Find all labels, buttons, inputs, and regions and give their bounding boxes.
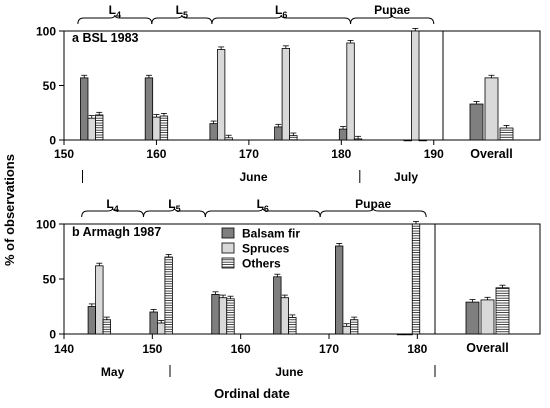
panel-a-overall-label: Overall: [470, 147, 512, 161]
panel-b-bar-others: [350, 319, 359, 335]
panel-a-month-label: July: [394, 170, 418, 184]
panel-a-x-tick-label: 160: [146, 147, 166, 161]
panel-a-stage-label: Pupae: [374, 3, 410, 17]
panel-b-month-label: May: [101, 365, 125, 379]
panel-a-bar-balsam-fir: [403, 139, 412, 142]
panel-a-stage-label: L4: [109, 3, 121, 20]
panel-b-x-tick-label: 170: [319, 342, 339, 356]
panel-b-stage-label: L5: [168, 197, 180, 214]
panel-b-bar-spruces: [95, 265, 104, 335]
panel-a-x-tick-label: 190: [424, 147, 444, 161]
panel-a-bar-spruces: [411, 30, 420, 141]
panel-b-bar-spruces: [218, 297, 228, 335]
panel-b-x-tick-label: 180: [407, 342, 427, 356]
panel-b-bar-others: [288, 317, 297, 335]
panel-b-bar-balsam-fir: [273, 276, 282, 335]
panel-b-stage-brace: [319, 207, 427, 218]
panel-b-stage-label: L6: [257, 197, 269, 214]
panel-a-overall-bar-balsam-fir: [469, 103, 484, 141]
panel-a-x-tick-label: 170: [239, 147, 259, 161]
panel-b-bar-others: [164, 256, 173, 335]
legend-label: Spruces: [242, 242, 290, 256]
panel-a-bar-spruces: [281, 48, 291, 141]
panel-a-stage-label: L6: [275, 3, 287, 20]
panel-b-bar-spruces: [342, 325, 351, 335]
panel-b-bar-balsam-fir: [335, 245, 344, 335]
panel-b-bar-balsam-fir: [396, 333, 406, 336]
panel-b-overall-bar-spruces: [480, 299, 495, 335]
panel-b-bar-spruces: [404, 333, 413, 336]
panel-a-title: a BSL 1983: [72, 31, 139, 45]
panel-a-month-label: June: [239, 170, 267, 184]
panel-b-y-tick-label: 0: [49, 328, 56, 342]
panel-b-stage-brace: [81, 207, 144, 218]
panel-b-y-tick-label: 100: [36, 218, 56, 232]
panel-a-bar-spruces: [346, 42, 355, 141]
panel-a-bar-others: [224, 137, 233, 141]
panel-a-bar-others: [159, 115, 169, 141]
legend-swatch: [221, 227, 235, 239]
panel-a-plot-frame: [63, 30, 444, 141]
panel-a-stage-brace: [350, 14, 435, 25]
panel-b-overall-label: Overall: [466, 341, 508, 355]
panel-a-bar-spruces: [152, 116, 161, 141]
y-axis-label: % of observations: [2, 154, 17, 266]
panel-a-bar-others: [418, 139, 427, 142]
panel-b-bar-spruces: [280, 297, 289, 335]
panel-a-bar-others: [289, 135, 298, 141]
panel-b-stage-label: L4: [106, 197, 118, 214]
panel-a-bar-spruces: [216, 49, 226, 141]
panel-a-bar-others: [353, 138, 363, 141]
panel-b-overall-bar-others: [495, 287, 510, 335]
panel-a-y-tick-label: 100: [36, 25, 56, 39]
panel-a-x-tick-label: 180: [331, 147, 351, 161]
x-axis-label: Ordinal date: [214, 386, 290, 401]
legend-swatch: [221, 257, 235, 269]
panel-b-title: b Armagh 1987: [72, 225, 161, 239]
panel-a-x-tick-label: 150: [54, 147, 74, 161]
panel-a-bar-balsam-fir: [338, 128, 348, 141]
panel-a-bar-spruces: [87, 117, 96, 141]
panel-b-month-label: June: [275, 365, 303, 379]
panel-a-y-tick-label: 0: [49, 134, 56, 148]
panel-a-stage-brace: [211, 14, 352, 25]
panel-a-bar-others: [95, 114, 104, 141]
panel-b-x-tick-label: 140: [54, 342, 74, 356]
panel-b-bar-balsam-fir: [149, 311, 158, 335]
panel-b-bar-others: [226, 298, 235, 335]
panel-b-stage-brace: [143, 207, 206, 218]
panel-a-stage-brace: [77, 14, 153, 25]
panel-b-bar-others: [102, 319, 111, 335]
panel-a-bar-balsam-fir: [144, 77, 154, 141]
panel-b-stage-brace: [204, 207, 321, 218]
panel-a-bar-balsam-fir: [80, 77, 89, 141]
panel-a-bar-balsam-fir: [209, 123, 218, 141]
panel-b-bar-spruces: [157, 322, 166, 335]
panel-a-stage-label: L5: [176, 3, 188, 20]
panel-b-bar-balsam-fir: [87, 306, 96, 335]
panel-b-plot-frame: [63, 223, 436, 335]
legend-label: Others: [242, 257, 281, 271]
panel-b-x-tick-label: 150: [142, 342, 162, 356]
panel-b-stage-label: Pupae: [355, 197, 391, 211]
panel-b-bar-others: [411, 223, 421, 335]
panel-b-y-tick-label: 50: [43, 273, 57, 287]
panel-a-overall-bar-others: [499, 127, 514, 141]
panel-a-bar-balsam-fir: [274, 126, 283, 141]
panel-b-overall-bar-balsam-fir: [465, 301, 480, 335]
legend-label: Balsam fir: [242, 227, 300, 241]
panel-a-stage-brace: [151, 14, 213, 25]
legend-swatch: [221, 242, 235, 254]
panel-b-x-tick-label: 160: [231, 342, 251, 356]
panel-b-bar-balsam-fir: [211, 293, 220, 335]
panel-a-y-tick-label: 50: [43, 79, 57, 93]
panel-a-overall-bar-spruces: [484, 77, 499, 141]
